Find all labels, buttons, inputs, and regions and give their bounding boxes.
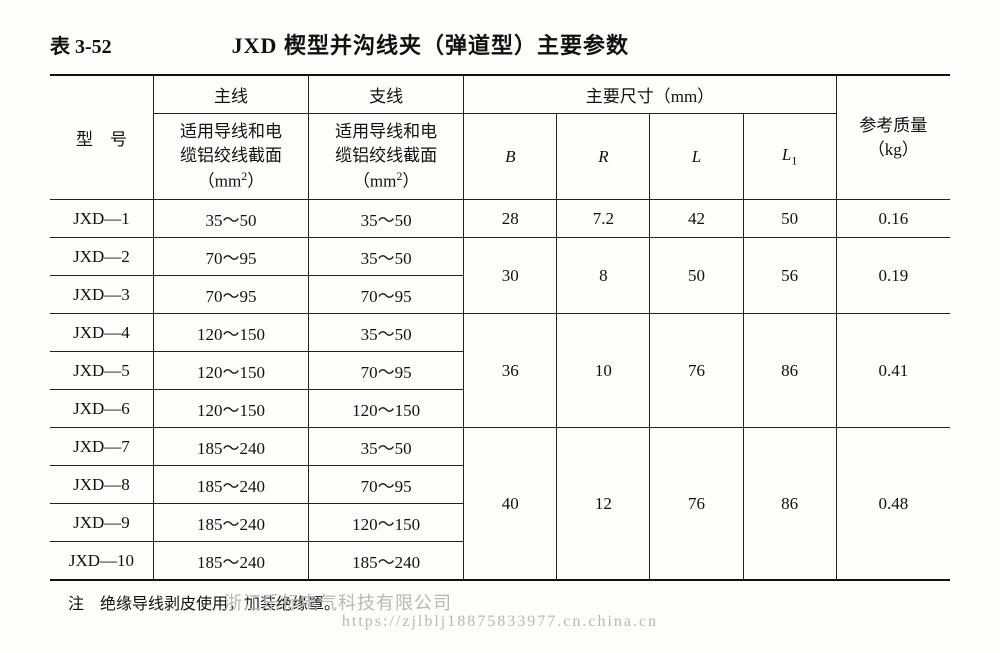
hdr-main-l2: 缆铝绞线截面 [180, 146, 282, 165]
hdr-subline: 支线 [309, 75, 464, 114]
cell-mass: 0.48 [836, 428, 950, 581]
cell-model: JXD—5 [50, 352, 153, 390]
cell-L: 76 [650, 314, 743, 428]
hdr-sub-unit-close: ） [402, 171, 419, 190]
cell-model: JXD—4 [50, 314, 153, 352]
spec-table: 型 号 主线 支线 主要尺寸（mm） 参考质量 （kg） 适用导线和电 缆铝绞线… [50, 74, 950, 581]
cell-B: 30 [464, 238, 557, 314]
cell-model: JXD—9 [50, 504, 153, 542]
cell-sub: 35～50 [309, 314, 464, 352]
cell-main: 185～240 [153, 428, 308, 466]
cell-main: 185～240 [153, 466, 308, 504]
cell-R: 8 [557, 238, 650, 314]
cell-sub: 70～95 [309, 466, 464, 504]
hdr-L1: L1 [743, 114, 836, 200]
cell-B: 28 [464, 200, 557, 238]
cell-model: JXD—2 [50, 238, 153, 276]
hdr-dims: 主要尺寸（mm） [464, 75, 836, 114]
cell-R: 7.2 [557, 200, 650, 238]
cell-L1: 56 [743, 238, 836, 314]
cell-R: 10 [557, 314, 650, 428]
cell-main: 35～50 [153, 200, 308, 238]
cell-model: JXD—3 [50, 276, 153, 314]
cell-L: 76 [650, 428, 743, 581]
cell-main: 70～95 [153, 238, 308, 276]
hdr-B: B [464, 114, 557, 200]
cell-L: 50 [650, 238, 743, 314]
table-number: 表 3-52 [50, 30, 112, 59]
cell-model: JXD—7 [50, 428, 153, 466]
hdr-main-conductor: 适用导线和电 缆铝绞线截面 （mm2） [153, 114, 308, 200]
cell-L1: 50 [743, 200, 836, 238]
cell-main: 185～240 [153, 504, 308, 542]
cell-sub: 35～50 [309, 428, 464, 466]
table-row: JXD—4120～15035～50361076860.41 [50, 314, 950, 352]
cell-sub: 120～150 [309, 504, 464, 542]
hdr-sub-l1: 适用导线和电 [335, 122, 437, 141]
cell-model: JXD—8 [50, 466, 153, 504]
hdr-sub-l2: 缆铝绞线截面 [335, 146, 437, 165]
page-title: JXD 楔型并沟线夹（弹道型）主要参数 [232, 28, 629, 60]
hdr-L: L [650, 114, 743, 200]
hdr-sub-conductor: 适用导线和电 缆铝绞线截面 （mm2） [309, 114, 464, 200]
cell-sub: 35～50 [309, 200, 464, 238]
cell-B: 40 [464, 428, 557, 581]
cell-B: 36 [464, 314, 557, 428]
watermark-url: https://zjlblj18875833977.cn.china.cn [50, 613, 950, 631]
table-row: JXD—270～9535～5030850560.19 [50, 238, 950, 276]
hdr-model: 型 号 [50, 75, 153, 200]
cell-mass: 0.41 [836, 314, 950, 428]
cell-model: JXD—6 [50, 390, 153, 428]
table-row: JXD—135～5035～50287.242500.16 [50, 200, 950, 238]
cell-R: 12 [557, 428, 650, 581]
hdr-mainline: 主线 [153, 75, 308, 114]
cell-sub: 185～240 [309, 542, 464, 581]
hdr-main-unit-close: ） [247, 171, 264, 190]
cell-main: 120～150 [153, 390, 308, 428]
cell-main: 120～150 [153, 352, 308, 390]
cell-sub: 120～150 [309, 390, 464, 428]
cell-sub: 70～95 [309, 276, 464, 314]
hdr-main-l1: 适用导线和电 [180, 122, 282, 141]
note-label: 注 [68, 596, 84, 613]
table-row: JXD—7185～24035～50401276860.48 [50, 428, 950, 466]
hdr-mass-l2: （kg） [868, 140, 919, 159]
cell-L1: 86 [743, 428, 836, 581]
cell-sub: 35～50 [309, 238, 464, 276]
hdr-mass-l1: 参考质量 [859, 116, 927, 135]
cell-mass: 0.16 [836, 200, 950, 238]
cell-model: JXD—10 [50, 542, 153, 581]
hdr-mass: 参考质量 （kg） [836, 75, 950, 200]
cell-L1: 86 [743, 314, 836, 428]
cell-L: 42 [650, 200, 743, 238]
hdr-main-unit-open: （mm [198, 171, 241, 190]
cell-main: 185～240 [153, 542, 308, 581]
cell-mass: 0.19 [836, 238, 950, 314]
cell-main: 120～150 [153, 314, 308, 352]
hdr-R: R [557, 114, 650, 200]
cell-model: JXD—1 [50, 200, 153, 238]
watermark-company: 浙江乐标电气科技有限公司 [224, 593, 452, 613]
cell-main: 70～95 [153, 276, 308, 314]
hdr-sub-unit-open: （mm [353, 171, 396, 190]
cell-sub: 70～95 [309, 352, 464, 390]
